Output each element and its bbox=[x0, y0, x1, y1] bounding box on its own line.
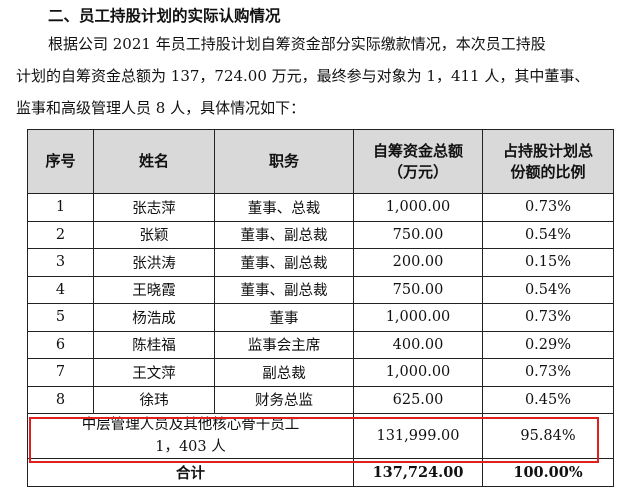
header-amount-line2: （万元） bbox=[387, 162, 448, 181]
header-ratio-line1: 占持股计划总 bbox=[502, 141, 593, 160]
subscription-table: 序号 姓名 职务 自筹资金总额 （万元） 占持股计划总 份额的比例 1 张志萍 … bbox=[27, 129, 614, 487]
table-row-total: 合计 137,724.00 100.00% bbox=[27, 458, 614, 487]
table-row: 6 陈桂福 监事会主席 400.00 0.29% bbox=[27, 330, 614, 359]
header-amount-line1: 自筹资金总额 bbox=[372, 141, 463, 160]
cell-position: 董事、副总裁 bbox=[214, 220, 354, 249]
cell-seq: 7 bbox=[27, 358, 94, 387]
cell-name: 徐玮 bbox=[93, 385, 215, 414]
cell-position: 财务总监 bbox=[214, 385, 354, 414]
cell-name: 张颖 bbox=[93, 220, 215, 249]
cell-seq: 5 bbox=[27, 303, 94, 332]
table-row: 3 张洪涛 董事、副总裁 200.00 0.15% bbox=[27, 248, 614, 277]
table-row-mid-level: 中层管理人员及其他核心骨干员工 1，403 人 131,999.00 95.84… bbox=[27, 413, 614, 459]
cell-total-label: 合计 bbox=[27, 458, 354, 487]
cell-name: 陈桂福 bbox=[93, 330, 215, 359]
paragraph-line-2: 计划的自筹资金总额为 137，724.00 万元，最终参与对象为 1，411 人… bbox=[16, 67, 590, 85]
cell-name: 张洪涛 bbox=[93, 248, 215, 277]
table-row: 1 张志萍 董事、总裁 1,000.00 0.73% bbox=[27, 193, 614, 222]
cell-seq: 8 bbox=[27, 385, 94, 414]
cell-seq: 6 bbox=[27, 330, 94, 359]
cell-ratio: 95.84% bbox=[482, 413, 614, 459]
cell-seq: 3 bbox=[27, 248, 94, 277]
table-row: 2 张颖 董事、副总裁 750.00 0.54% bbox=[27, 220, 614, 249]
cell-position: 监事会主席 bbox=[214, 330, 354, 359]
table-row: 4 王晓霞 董事、副总裁 750.00 0.54% bbox=[27, 275, 614, 304]
cell-amount: 400.00 bbox=[353, 330, 483, 359]
header-ratio: 占持股计划总 份额的比例 bbox=[482, 129, 614, 194]
table-row: 5 杨浩成 董事 1,000.00 0.73% bbox=[27, 303, 614, 332]
cell-amount: 750.00 bbox=[353, 275, 483, 304]
paragraph-line-3: 监事和高级管理人员 8 人，具体情况如下： bbox=[16, 99, 306, 117]
cell-seq: 2 bbox=[27, 220, 94, 249]
cell-name: 王晓霞 bbox=[93, 275, 215, 304]
cell-name: 杨浩成 bbox=[93, 303, 215, 332]
cell-position: 董事、副总裁 bbox=[214, 248, 354, 277]
cell-name: 王文萍 bbox=[93, 358, 215, 387]
header-amount: 自筹资金总额 （万元） bbox=[353, 129, 483, 194]
cell-amount: 1,000.00 bbox=[353, 193, 483, 222]
table-row: 8 徐玮 财务总监 625.00 0.45% bbox=[27, 385, 614, 414]
header-position: 职务 bbox=[214, 129, 354, 194]
cell-seq: 1 bbox=[27, 193, 94, 222]
cell-name: 张志萍 bbox=[93, 193, 215, 222]
cell-amount: 131,999.00 bbox=[353, 413, 483, 459]
cell-position: 董事、副总裁 bbox=[214, 275, 354, 304]
section-heading: 二、员工持股计划的实际认购情况 bbox=[48, 7, 281, 25]
cell-ratio: 0.54% bbox=[482, 275, 614, 304]
cell-amount: 1,000.00 bbox=[353, 358, 483, 387]
cell-seq: 4 bbox=[27, 275, 94, 304]
cell-ratio: 0.73% bbox=[482, 358, 614, 387]
cell-ratio: 0.73% bbox=[482, 193, 614, 222]
cell-ratio: 0.29% bbox=[482, 330, 614, 359]
cell-ratio: 0.45% bbox=[482, 385, 614, 414]
cell-total-amount: 137,724.00 bbox=[353, 458, 483, 487]
mid-level-label-line2: 1，403 人 bbox=[155, 439, 226, 455]
cell-position: 董事 bbox=[214, 303, 354, 332]
cell-mid-level-label: 中层管理人员及其他核心骨干员工 1，403 人 bbox=[27, 413, 354, 459]
header-ratio-line2: 份额的比例 bbox=[510, 162, 586, 181]
header-seq: 序号 bbox=[27, 129, 94, 194]
table-header-row: 序号 姓名 职务 自筹资金总额 （万元） 占持股计划总 份额的比例 bbox=[27, 129, 614, 194]
paragraph-line-1: 根据公司 2021 年员工持股计划自筹资金部分实际缴款情况，本次员工持股 bbox=[48, 35, 546, 53]
cell-position: 董事、总裁 bbox=[214, 193, 354, 222]
header-name: 姓名 bbox=[93, 129, 215, 194]
cell-ratio: 0.15% bbox=[482, 248, 614, 277]
cell-amount: 200.00 bbox=[353, 248, 483, 277]
cell-amount: 750.00 bbox=[353, 220, 483, 249]
cell-position: 副总裁 bbox=[214, 358, 354, 387]
cell-total-ratio: 100.00% bbox=[482, 458, 614, 487]
table-row: 7 王文萍 副总裁 1,000.00 0.73% bbox=[27, 358, 614, 387]
cell-amount: 625.00 bbox=[353, 385, 483, 414]
cell-amount: 1,000.00 bbox=[353, 303, 483, 332]
cell-ratio: 0.54% bbox=[482, 220, 614, 249]
mid-level-label-line1: 中层管理人员及其他核心骨干员工 bbox=[81, 417, 300, 433]
cell-ratio: 0.73% bbox=[482, 303, 614, 332]
